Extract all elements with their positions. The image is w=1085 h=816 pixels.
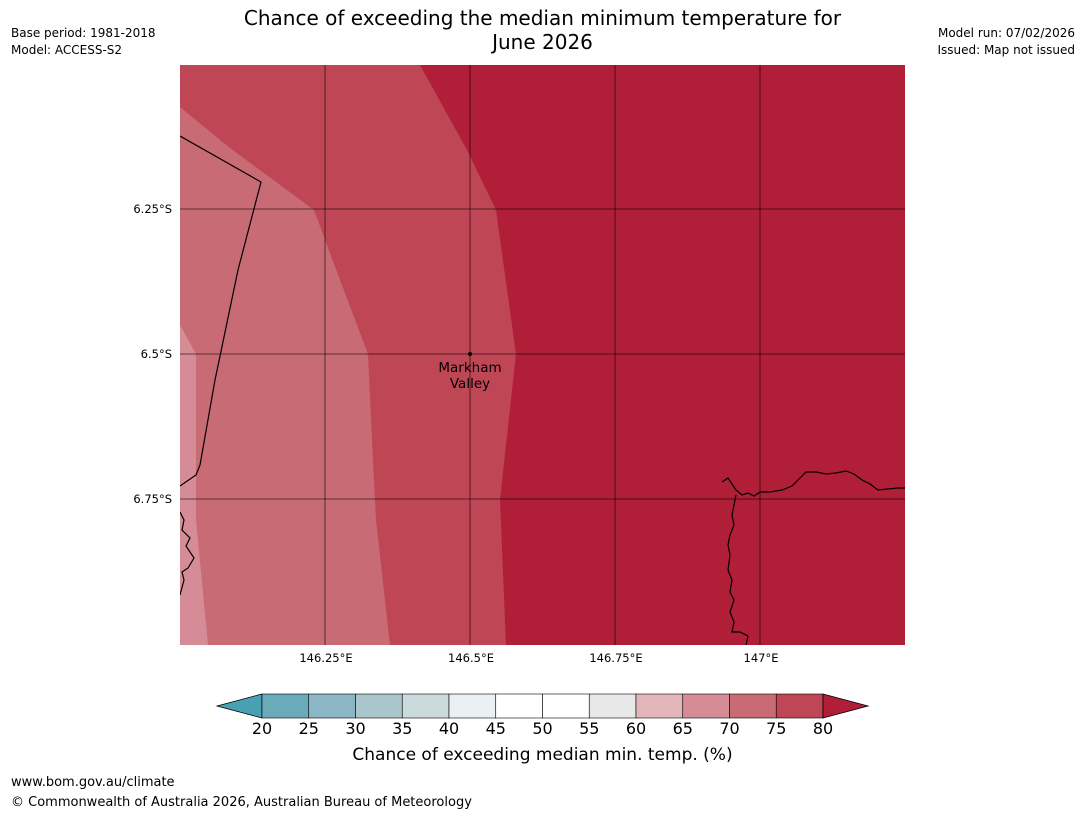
lon-label-146-75: 146.75°E	[589, 651, 643, 665]
colorbar-tick-label: 40	[438, 719, 460, 738]
footer-url: www.bom.gov.au/climate	[11, 775, 175, 790]
lat-label-6-25: 6.25°S	[133, 202, 172, 216]
colorbar-segment	[682, 693, 730, 719]
colorbar-label: Chance of exceeding median min. temp. (%…	[352, 745, 733, 765]
colorbar-segment	[448, 693, 497, 719]
colorbar-segment	[308, 693, 356, 719]
lon-label-147: 147°E	[743, 651, 779, 665]
colorbar-low-extend	[215, 693, 263, 719]
footer-copyright: © Commonwealth of Australia 2026, Austra…	[11, 795, 472, 810]
graticule	[180, 65, 905, 645]
colorbar-tick-label: 75	[766, 719, 787, 738]
colorbar-segment	[401, 693, 450, 719]
region-65-70	[180, 325, 208, 645]
colorbar-segments	[261, 693, 824, 719]
colorbar-tick-label: 30	[345, 719, 366, 738]
colorbar-tick-label: 20	[251, 719, 273, 738]
colorbar-tick-label: 55	[579, 719, 600, 738]
colorbar-segment	[729, 693, 777, 719]
river	[727, 494, 749, 645]
header-meta-right: Model run: 07/02/2026 Issued: Map not is…	[937, 25, 1075, 59]
boundaries	[180, 135, 905, 645]
lat-label-6-75: 6.75°S	[133, 492, 172, 506]
province-boundary	[180, 135, 262, 487]
probability-regions	[180, 65, 905, 645]
model-name: Model: ACCESS-S2	[11, 43, 123, 57]
colorbar-segment	[495, 693, 543, 719]
title-line-1: Chance of exceeding the median minimum t…	[243, 6, 842, 30]
colorbar-tick-label: 45	[485, 719, 506, 738]
base-period: Base period: 1981-2018	[11, 26, 156, 40]
colorbar-segment	[775, 693, 824, 719]
header-meta-left: Base period: 1981-2018 Model: ACCESS-S2	[11, 25, 156, 59]
issued-status: Issued: Map not issued	[937, 43, 1075, 57]
place-label-line-1: Markham	[438, 360, 501, 376]
colorbar-segment	[588, 693, 637, 719]
colorbar-segment	[355, 693, 403, 719]
colorbar-tick-label: 35	[392, 719, 413, 738]
colorbar-tick-label: 70	[719, 719, 740, 738]
coastline-east	[721, 470, 905, 497]
model-run: Model run: 07/02/2026	[937, 26, 1075, 40]
colorbar-tick-label: 60	[625, 719, 647, 738]
title-line-2: June 2026	[492, 30, 593, 54]
colorbar-high-extend	[822, 693, 870, 719]
colorbar-tick-label: 80	[812, 719, 834, 738]
colorbar-tick-label: 65	[672, 719, 693, 738]
colorbar-segment	[542, 693, 590, 719]
place-label-line-2: Valley	[450, 376, 490, 392]
lat-label-6-5: 6.5°S	[140, 347, 172, 361]
region-70-75	[180, 107, 390, 645]
colorbar-segment	[635, 693, 684, 719]
colorbar-segment	[261, 693, 310, 719]
lon-label-146-25: 146.25°E	[299, 651, 353, 665]
coastline-west	[180, 511, 195, 596]
lon-label-146-5: 146.5°E	[448, 651, 494, 665]
place-marker	[468, 352, 472, 356]
colorbar-tick-label: 25	[298, 719, 319, 738]
map-title: Chance of exceeding the median minimum t…	[200, 6, 885, 54]
colorbar-tick-label: 50	[532, 719, 553, 738]
